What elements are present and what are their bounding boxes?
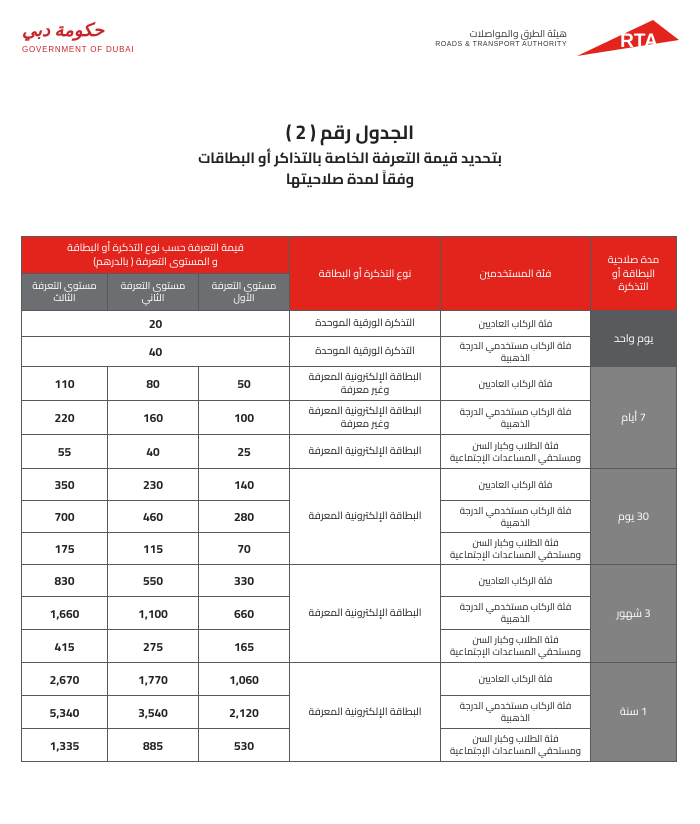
svg-text:RTA: RTA [620,31,658,52]
